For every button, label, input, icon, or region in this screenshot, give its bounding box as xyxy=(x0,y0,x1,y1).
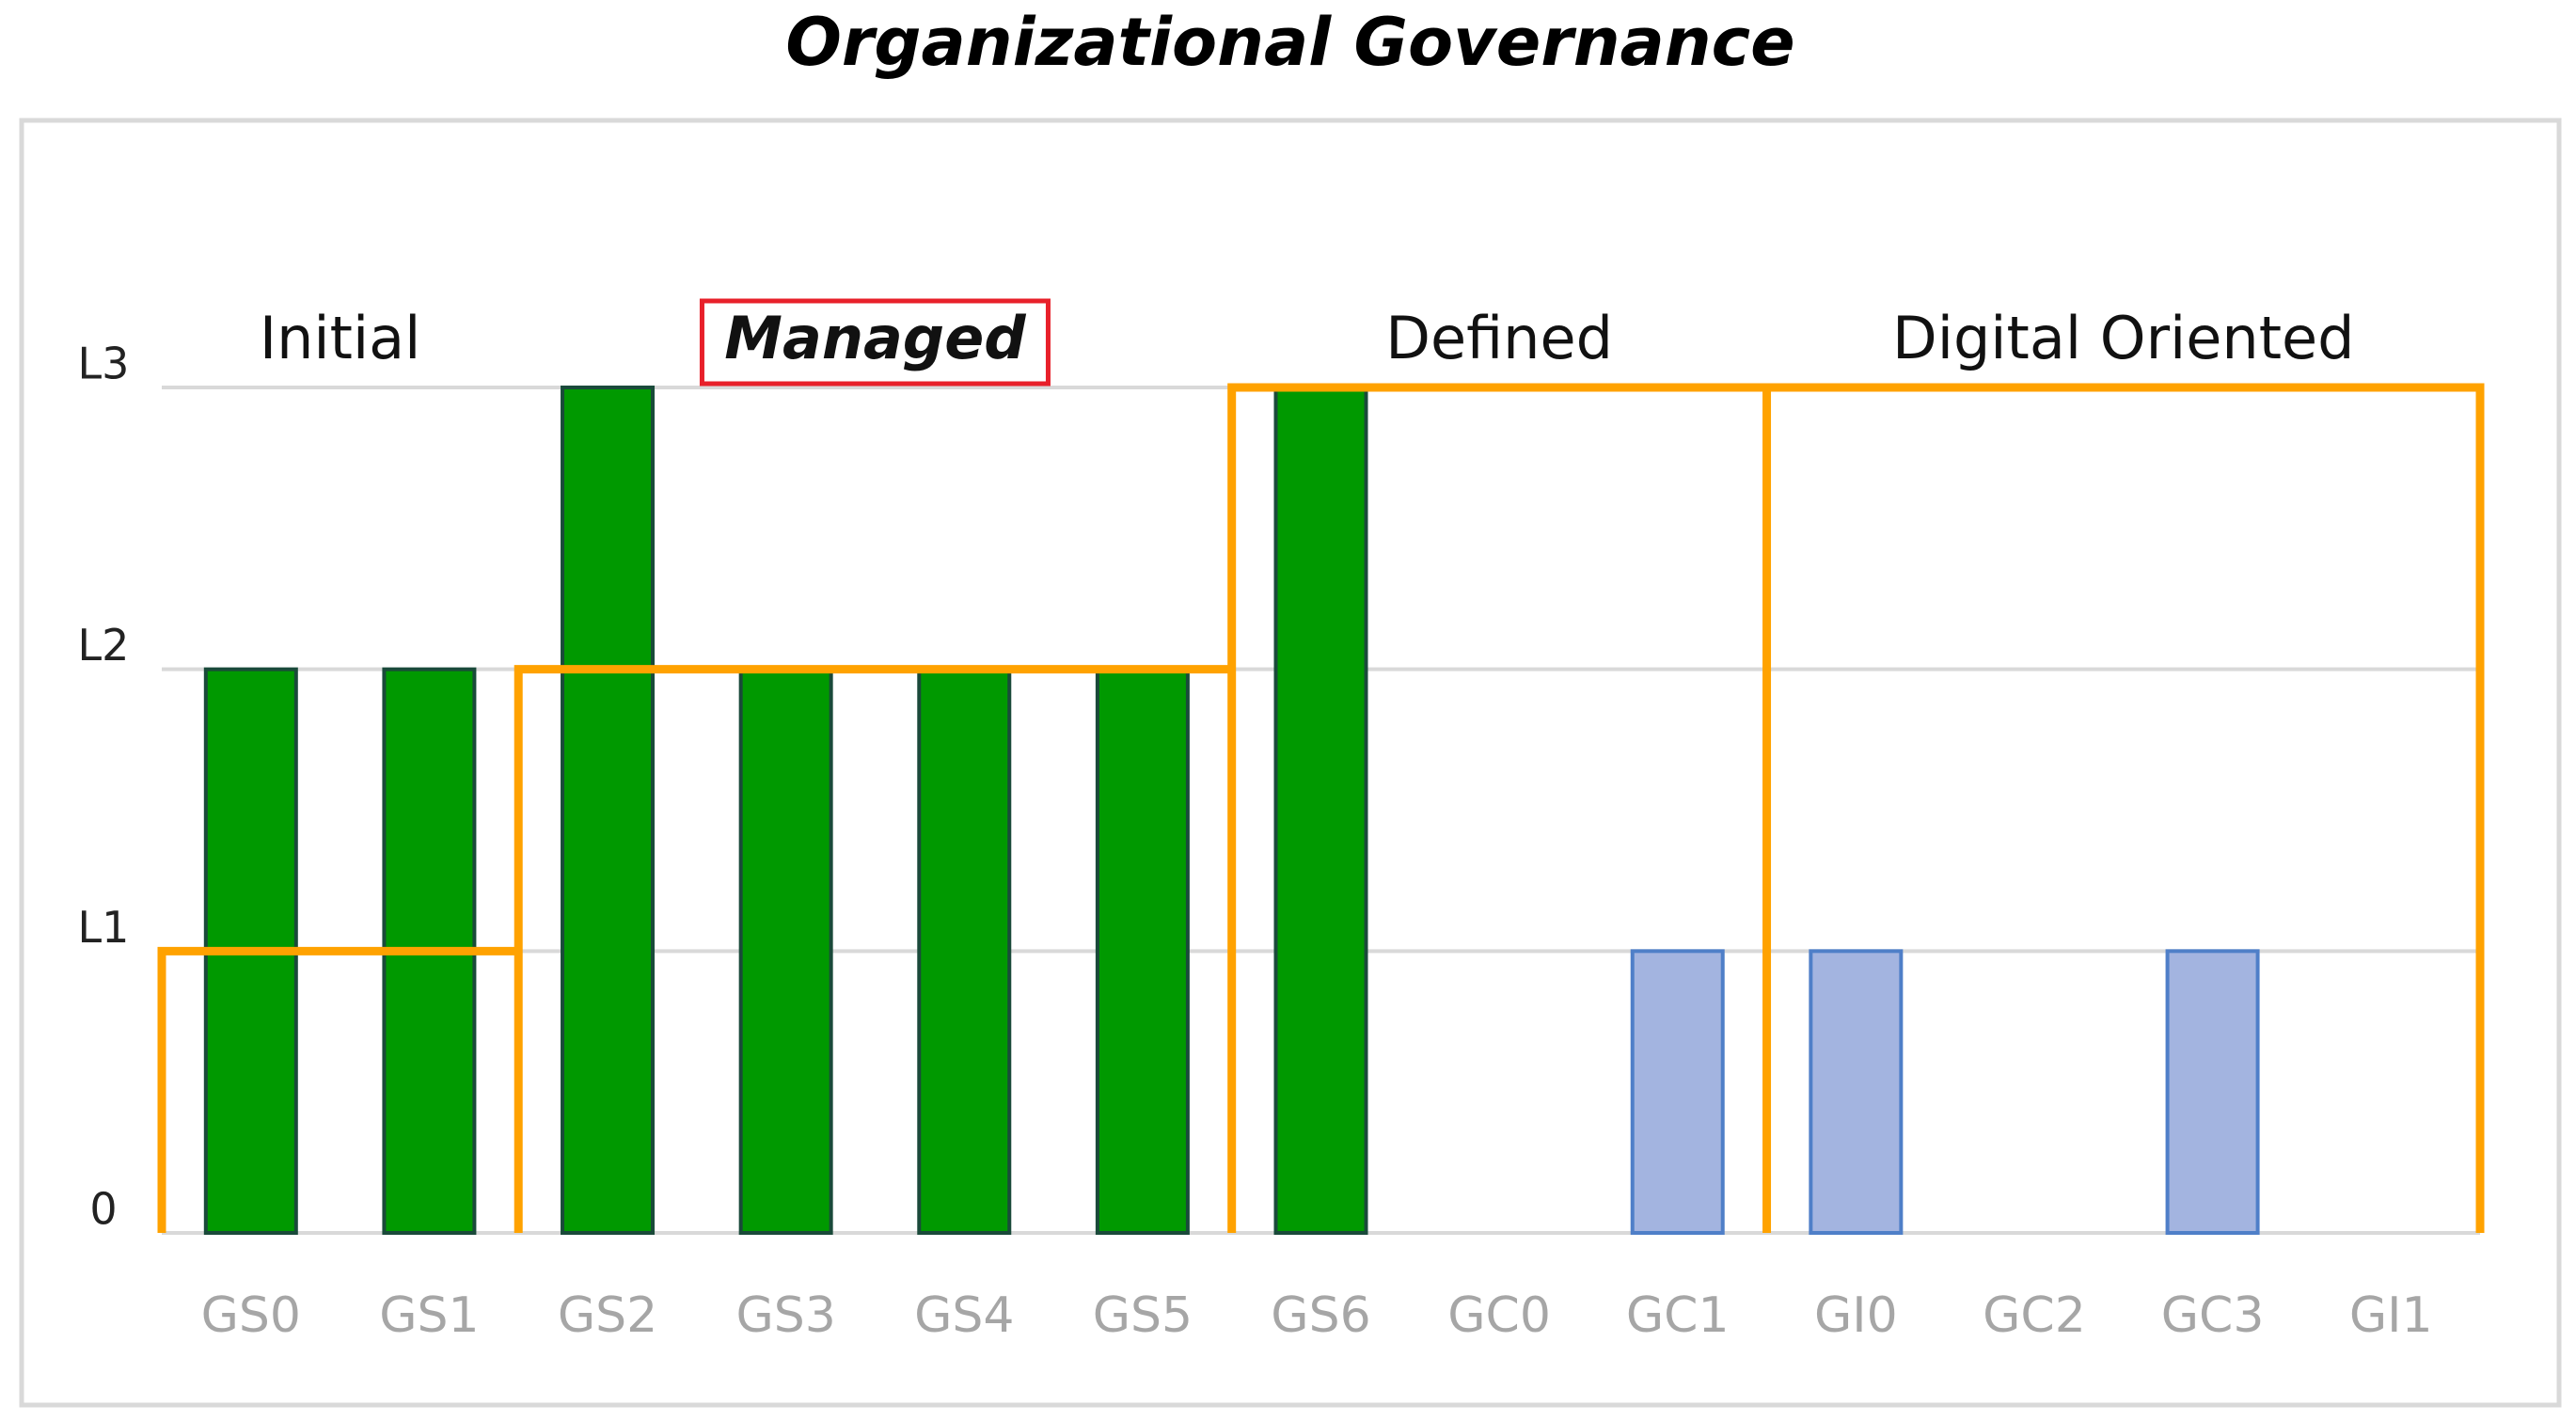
bar xyxy=(561,386,656,1235)
x-tick-label: GI1 xyxy=(2349,1287,2433,1344)
x-tick-label: GC1 xyxy=(1626,1287,1730,1344)
bar xyxy=(2165,949,2260,1235)
stage-outline xyxy=(1762,383,2485,1233)
bar xyxy=(1809,949,1904,1235)
stage-label: Initial xyxy=(260,304,421,372)
y-tick-label: 0 xyxy=(89,1184,117,1235)
x-tick-label: GS4 xyxy=(914,1287,1014,1344)
x-tick-label: GS6 xyxy=(1271,1287,1370,1344)
y-tick-label: L3 xyxy=(78,339,130,389)
stage-outline xyxy=(157,946,519,1233)
bar xyxy=(1273,386,1368,1235)
x-tick-label: GS3 xyxy=(735,1287,835,1344)
x-tick-label: GS0 xyxy=(201,1287,301,1344)
x-tick-label: GS2 xyxy=(558,1287,657,1344)
x-tick-label: GC0 xyxy=(1447,1287,1551,1344)
x-tick-label: GS1 xyxy=(379,1287,479,1344)
x-tick-label: GC2 xyxy=(1983,1287,2086,1344)
x-tick-label: GI0 xyxy=(1814,1287,1898,1344)
stage-highlight-box xyxy=(699,298,1051,387)
y-tick-label: L2 xyxy=(78,620,130,671)
chart-title: Organizational Governance xyxy=(785,4,1794,81)
bar xyxy=(738,667,833,1235)
stage-label: Digital Oriented xyxy=(1892,304,2355,372)
y-tick-label: L1 xyxy=(78,902,130,953)
x-tick-label: GS5 xyxy=(1093,1287,1193,1344)
bar xyxy=(1630,949,1725,1235)
bar xyxy=(917,667,1012,1235)
stage-label: Defined xyxy=(1385,304,1613,372)
stage-outline xyxy=(1227,383,1767,1233)
bar xyxy=(1095,667,1190,1235)
stage-outline xyxy=(514,665,1232,1233)
x-tick-label: GC3 xyxy=(2161,1287,2265,1344)
stage-label: Managed xyxy=(724,304,1026,372)
